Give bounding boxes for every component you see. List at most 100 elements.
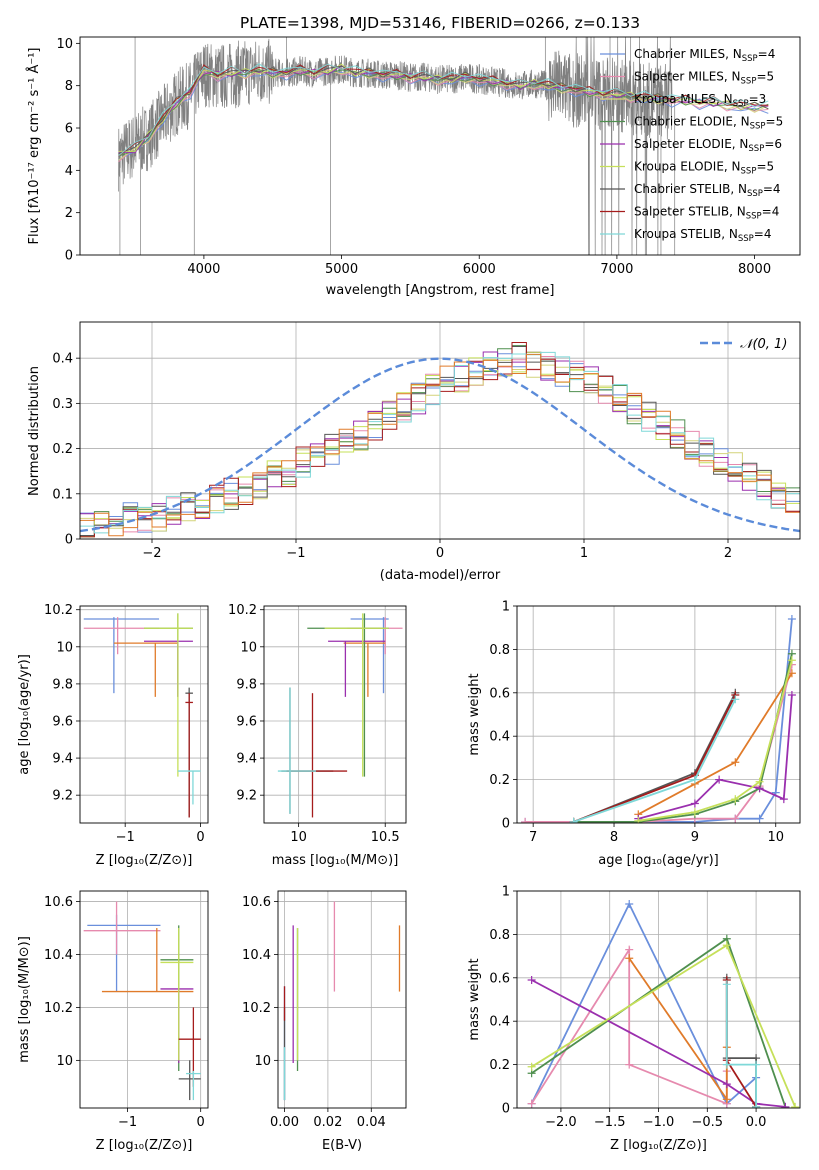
- weight-age-frame: [516, 605, 801, 824]
- weight-z-point: [527, 1062, 536, 1071]
- mass-z-ytick-label: 10.4: [44, 948, 73, 963]
- age-mass-ytick-label: 9.8: [236, 677, 257, 692]
- spectrum-ytick-label: 0: [65, 249, 73, 264]
- weight-age-plot: [521, 615, 796, 823]
- mass-z-ytick-label: 10.6: [44, 895, 73, 910]
- age-z-ytick-label: 9.4: [52, 752, 73, 767]
- age-z-frame: [79, 605, 209, 824]
- mass-ebv-xtick-label: 0.04: [357, 1115, 386, 1130]
- spectrum-model-line: [118, 63, 769, 157]
- weight-z-xtick-label: −0.5: [692, 1115, 724, 1130]
- weight-z-point: [722, 1095, 731, 1104]
- age-z-axes: −1 0 9.2 9.4 9.6 9.8 10 10.2: [44, 603, 208, 845]
- age-mass-xtick-label: 10: [290, 830, 307, 845]
- mass-z-xtick-label: 0: [197, 1115, 205, 1130]
- weight-age-axes: 7 8 9 10 0 0.2 0.4 0.6 0.8 1: [489, 600, 800, 845]
- legend-label: Chabrier ELODIE, NSSP=5: [634, 115, 783, 132]
- spectrum-xtick-label: 5000: [325, 262, 358, 277]
- weight-age-xtick-label: 7: [529, 830, 537, 845]
- weight-z-point: [752, 1060, 761, 1069]
- weight-age-point: [715, 775, 724, 784]
- weight-z-point: [722, 941, 731, 950]
- weight-z-point: [625, 954, 634, 963]
- spectrum-xtick-label: 7000: [600, 262, 633, 277]
- spectrum-plot: [118, 37, 769, 255]
- weight-age-point: [731, 758, 740, 767]
- hist-frame: [79, 321, 801, 540]
- age-mass-frame: [263, 605, 407, 824]
- legend-label: Chabrier STELIB, NSSP=4: [634, 182, 781, 199]
- mass-ebv-xlabel: E(B-V): [322, 1138, 362, 1153]
- mass-ebv-ytick-label: 10.2: [242, 1001, 271, 1016]
- weight-age-xlabel: age [log₁₀(age/yr)]: [598, 853, 719, 868]
- mass-z-xtick-label: −1: [118, 1115, 137, 1130]
- weight-age-point: [787, 656, 796, 665]
- hist-ytick-label: 0.2: [52, 442, 73, 457]
- weight-z-plot: [527, 900, 800, 1108]
- mass-ebv-axes: 0.00 0.02 0.04 10 10.2 10.4 10.6: [242, 891, 406, 1130]
- mass-ebv-ytick-label: 10.4: [242, 948, 271, 963]
- weight-age-point: [690, 799, 699, 808]
- spectrum-ylabel: Flux [fλ10⁻¹⁷ erg cm⁻² s⁻¹ Å⁻¹]: [26, 48, 42, 245]
- mass-ebv-ytick-label: 10: [254, 1054, 271, 1069]
- age-z-plot: [83, 613, 201, 818]
- weight-age-series-line: [573, 692, 737, 823]
- weight-age-ytick-label: 1: [502, 600, 510, 615]
- age-mass-axes: 10 10.5 9.2 9.4 9.6 9.8 10 10.2: [228, 603, 406, 845]
- weight-z-xlabel: Z [log₁₀(Z/Z⊙)]: [610, 1138, 707, 1153]
- weight-age-series-line: [573, 698, 737, 823]
- weight-age-series-line: [573, 694, 737, 823]
- spectrum-ytick-label: 6: [65, 122, 73, 137]
- weight-z-point: [752, 1102, 761, 1108]
- age-mass-ytick-label: 9.6: [236, 714, 257, 729]
- weight-z-series-line: [725, 984, 757, 1107]
- spectrum-ytick-label: 8: [65, 79, 73, 94]
- spectrum-model-line: [118, 64, 769, 157]
- weight-age-point: [787, 615, 796, 624]
- legend-label: Salpeter ELODIE, NSSP=6: [634, 137, 782, 154]
- mass-ebv-frame: [277, 890, 407, 1109]
- mass-z-ylabel: mass [log₁₀(M/M⊙)]: [17, 936, 32, 1063]
- weight-age-ytick-label: 0.6: [489, 686, 510, 701]
- weight-z-point: [781, 1102, 790, 1108]
- age-z-ytick-label: 10: [56, 640, 73, 655]
- weight-z-point: [722, 1060, 731, 1069]
- age-mass-ytick-label: 10.2: [228, 603, 257, 618]
- spectrum-xtick-label: 6000: [463, 262, 496, 277]
- weight-z-point: [722, 980, 731, 989]
- weight-age-point: [755, 814, 764, 823]
- weight-age-series-line: [637, 672, 793, 816]
- weight-z-ytick-label: 0.2: [489, 1058, 510, 1073]
- age-z-ytick-label: 9.8: [52, 677, 73, 692]
- spectrum-axes: 4000 5000 6000 7000 8000 0 2 4 6 8 10: [56, 37, 771, 277]
- spectrum-xtick-label: 4000: [187, 262, 220, 277]
- spectrum-model-line: [118, 68, 769, 161]
- weight-age-point: [690, 775, 699, 784]
- weight-age-ytick-label: 0.2: [489, 773, 510, 788]
- mass-z-xlabel: Z [log₁₀(Z/Z⊙)]: [96, 1138, 193, 1153]
- weight-z-point: [722, 1080, 731, 1089]
- mass-z-axes: −1 0 10 10.2 10.4 10.6: [44, 891, 208, 1130]
- age-mass-xtick-label: 10.5: [371, 830, 400, 845]
- spectrum-ytick-label: 2: [65, 206, 73, 221]
- weight-age-ytick-label: 0.8: [489, 643, 510, 658]
- hist-xtick-label: 1: [580, 546, 588, 561]
- gaussian-curve: [80, 357, 800, 533]
- mass-z-ytick-label: 10: [56, 1054, 73, 1069]
- weight-age-ytick-label: 0: [502, 817, 510, 832]
- spectrum-xtick-label: 8000: [738, 262, 771, 277]
- weight-age-point: [690, 808, 699, 817]
- weight-z-series-line: [530, 901, 757, 1106]
- legend-label: 𝒩(0, 1): [740, 337, 787, 352]
- age-z-ylabel: age [log₁₀(age/yr)]: [17, 654, 32, 775]
- legend-label: Kroupa MILES, NSSP=3: [634, 92, 766, 109]
- legend-label: Salpeter STELIB, NSSP=4: [634, 205, 779, 222]
- weight-age-ytick-label: 0.4: [489, 730, 510, 745]
- weight-z-series-line: [531, 979, 786, 1108]
- hist-ytick-label: 0.4: [52, 352, 73, 367]
- weight-age-point: [634, 816, 643, 823]
- weight-age-series-line: [525, 664, 793, 823]
- age-z-xlabel: Z [log₁₀(Z/Z⊙)]: [96, 853, 193, 868]
- hist-ytick-label: 0.3: [52, 397, 73, 412]
